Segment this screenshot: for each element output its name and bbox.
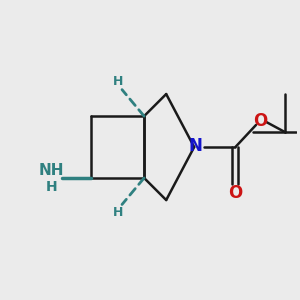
- Text: H: H: [113, 206, 124, 219]
- Text: NH: NH: [39, 163, 64, 178]
- Text: H: H: [113, 75, 124, 88]
- Text: O: O: [228, 184, 242, 202]
- Text: O: O: [253, 112, 268, 130]
- Text: N: N: [189, 137, 202, 155]
- Text: H: H: [46, 180, 57, 194]
